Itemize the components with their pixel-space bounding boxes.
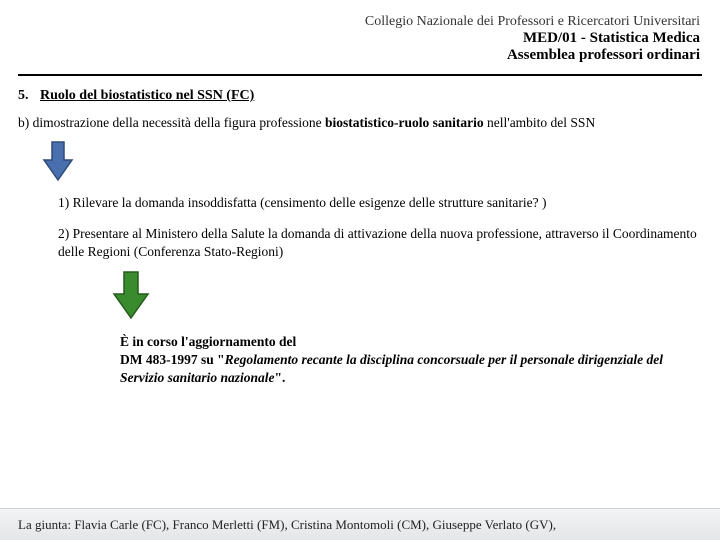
highlight-line2c: ".	[275, 370, 286, 385]
sub-b-suffix: nell'ambito del SSN	[484, 115, 596, 130]
header-assembly: Assemblea professori ordinari	[20, 47, 700, 64]
highlight-line2a: DM 483-1997 su "	[120, 352, 225, 367]
highlight-box: È in corso l'aggiornamento del DM 483-19…	[120, 333, 702, 388]
section-text: Ruolo del biostatistico nel SSN (FC)	[40, 88, 254, 103]
footer-text: La giunta: Flavia Carle (FC), Franco Mer…	[18, 517, 556, 533]
highlight-line1: È in corso l'aggiornamento del	[120, 333, 702, 351]
header-divider	[18, 74, 702, 76]
sub-b-text: b) dimostrazione della necessità della f…	[0, 112, 720, 134]
header: Collegio Nazionale dei Professori e Rice…	[0, 0, 720, 70]
header-org: Collegio Nazionale dei Professori e Rice…	[20, 14, 700, 30]
arrow-down-blue-icon	[40, 140, 720, 187]
section-title: 5. Ruolo del biostatistico nel SSN (FC)	[0, 86, 720, 112]
point-1: 1) Rilevare la domanda insoddisfatta (ce…	[58, 195, 702, 211]
header-code: MED/01 - Statistica Medica	[20, 30, 700, 47]
footer: La giunta: Flavia Carle (FC), Franco Mer…	[0, 508, 720, 540]
sub-b-prefix: b) dimostrazione della necessità della f…	[18, 115, 325, 130]
section-number: 5.	[18, 88, 29, 104]
sub-b-bold: biostatistico-ruolo sanitario	[325, 115, 484, 130]
point-2: 2) Presentare al Ministero della Salute …	[58, 225, 702, 261]
arrow-down-green-icon	[110, 270, 720, 325]
highlight-line2: DM 483-1997 su "Regolamento recante la d…	[120, 351, 702, 387]
